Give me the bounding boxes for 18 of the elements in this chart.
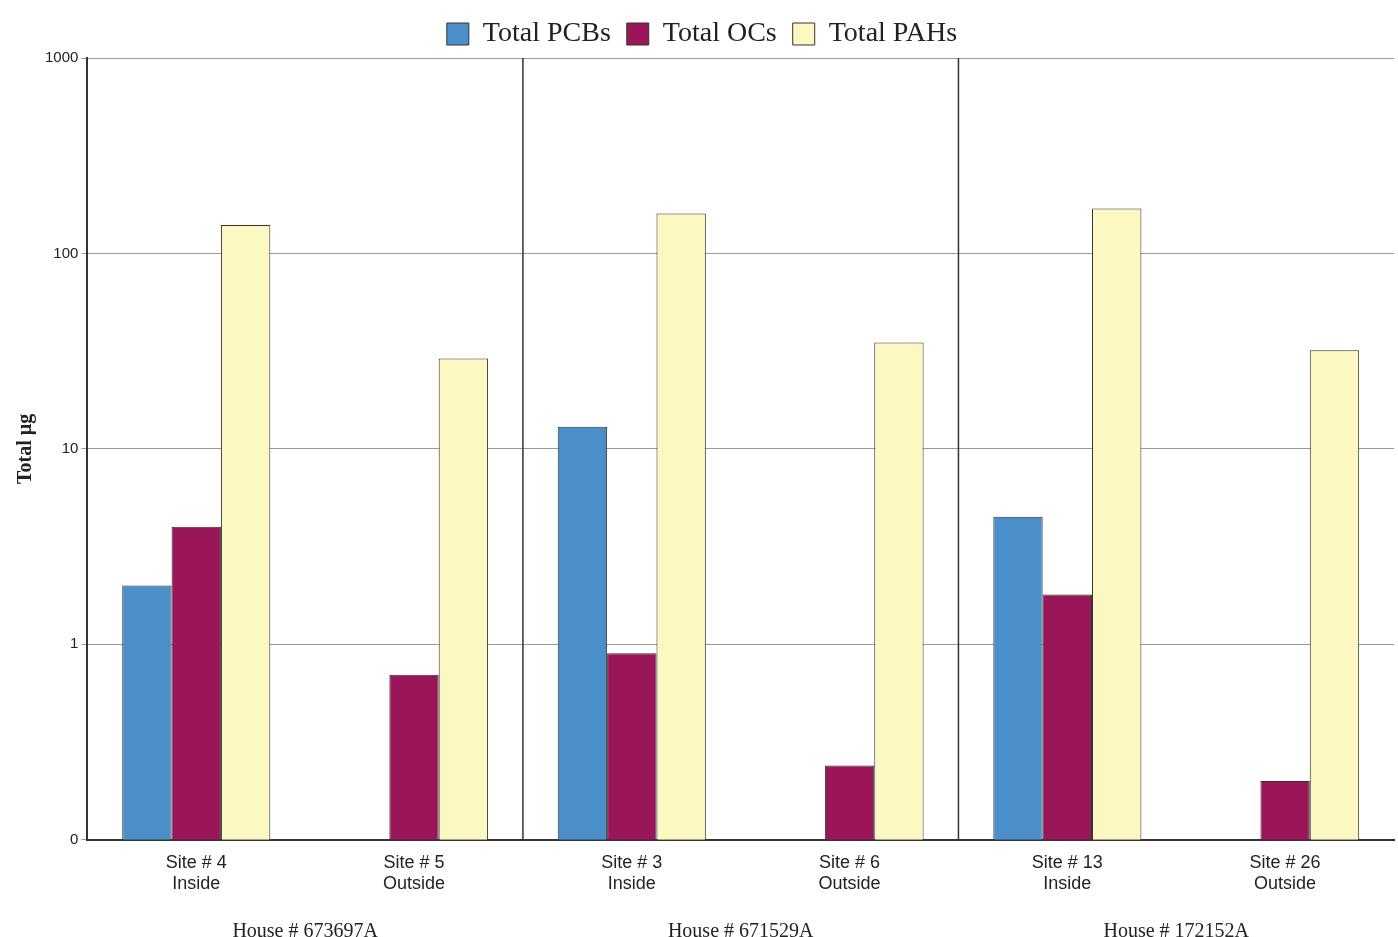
x-tick-label: Site # 5 Outside xyxy=(383,851,446,894)
y-tick-label: 1000 xyxy=(44,48,79,66)
y-axis-title: Total µg xyxy=(13,413,37,485)
x-tick-label: Site # 4 Inside xyxy=(165,851,227,894)
y-tick-label: 100 xyxy=(53,243,79,261)
legend-label: Total PAHs xyxy=(828,16,958,48)
text: House # 172152A xyxy=(1103,919,1250,937)
legend-label: Total OCs xyxy=(662,16,777,48)
x-tick-label: Site # 6 Outside xyxy=(818,851,881,894)
y-tick-label: 0 xyxy=(70,829,79,847)
y-tick-label: 10 xyxy=(61,439,79,457)
text: House # 673697A xyxy=(232,919,379,937)
legend-label: Total PCBs xyxy=(482,16,611,48)
x-tick-label: Site # 3 Inside xyxy=(601,851,663,894)
text: House # 671529A xyxy=(667,919,815,937)
x-tick-label: Site # 13 Inside xyxy=(1031,851,1103,894)
x-tick-label: Site # 26 Outside xyxy=(1249,851,1321,894)
y-tick-label: 1 xyxy=(70,634,79,652)
